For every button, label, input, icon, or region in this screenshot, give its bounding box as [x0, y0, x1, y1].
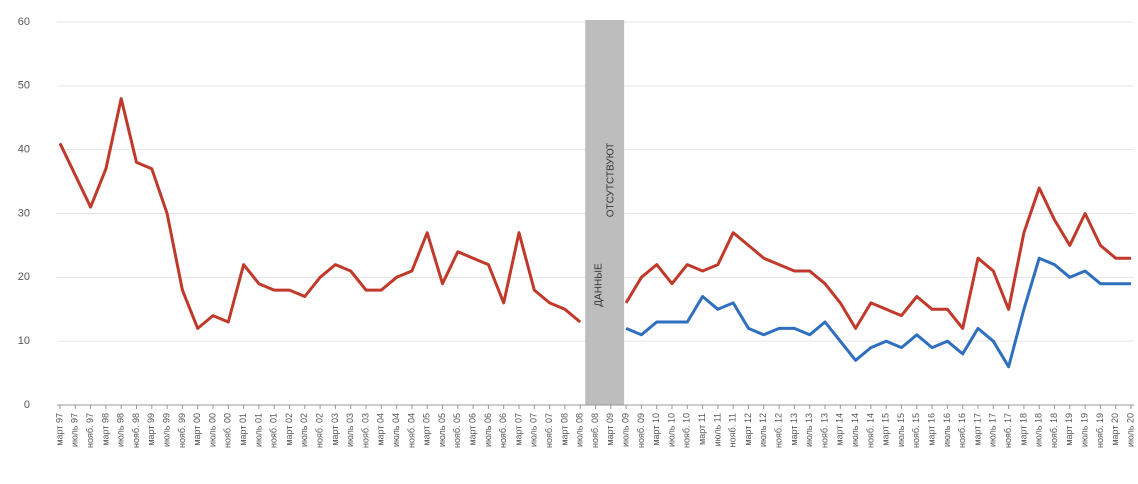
x-tick-label: июль 19: [1079, 413, 1089, 447]
x-tick-label: март 20: [1110, 413, 1120, 446]
y-tick-label: 40: [18, 144, 30, 156]
x-tick-label: нояб. 17: [1003, 413, 1013, 448]
series-line: [58, 97, 1131, 330]
y-tick-label: 0: [24, 399, 30, 411]
x-tick-label: март 15: [881, 413, 891, 446]
x-tick-label: июль 12: [758, 413, 768, 447]
x-tick-label: нояб. 13: [819, 413, 829, 448]
x-tick-label: март 08: [559, 413, 569, 446]
x-tick-label: март 09: [605, 413, 615, 446]
x-tick-label: март 11: [697, 413, 707, 445]
x-tick-label: март 16: [926, 413, 936, 446]
x-tick-label: июль 17: [988, 413, 998, 447]
x-tick-label: июль 06: [483, 413, 493, 447]
x-tick-label: март 04: [376, 413, 386, 446]
x-tick-label: март 05: [422, 413, 432, 446]
x-tick-label: март 01: [238, 413, 248, 446]
series-line: [625, 256, 1131, 369]
x-tick-label: июль 13: [804, 413, 814, 447]
x-tick-label: март 99: [146, 413, 156, 446]
x-tick-label: июль 01: [253, 413, 263, 447]
x-tick-label: июль 98: [116, 413, 126, 447]
x-tick-label: нояб. 07: [544, 413, 554, 448]
x-tick-label: март 02: [284, 413, 294, 446]
y-tick-label: 60: [18, 16, 30, 28]
x-tick-label: март 98: [100, 413, 110, 446]
x-tick-label: июль 14: [850, 413, 860, 447]
x-tick-label: июль 08: [575, 413, 585, 447]
y-tick-label: 10: [18, 335, 30, 347]
x-tick-label: нояб. 99: [177, 413, 187, 448]
y-tick-label: 20: [18, 271, 30, 283]
x-tick-label: нояб. 12: [773, 413, 783, 448]
x-tick-label: июль 04: [391, 413, 401, 447]
x-tick-label: июль 20: [1125, 413, 1135, 447]
x-tick-label: июль 11: [712, 413, 722, 446]
x-tick-label: июль 18: [1034, 413, 1044, 447]
y-tick-label: 50: [18, 80, 30, 92]
x-tick-label: март 13: [789, 413, 799, 446]
x-tick-label: нояб. 00: [223, 413, 233, 448]
x-tick-label: июль 99: [161, 413, 171, 447]
x-tick-label: нояб. 03: [360, 413, 370, 448]
x-tick-label: июль 10: [666, 413, 676, 447]
x-tick-label: март 03: [330, 413, 340, 446]
x-tick-label: нояб. 08: [590, 413, 600, 448]
x-tick-label: нояб. 14: [865, 413, 875, 448]
x-tick-label: март 00: [192, 413, 202, 446]
x-tick-label: нояб. 04: [406, 413, 416, 448]
x-tick-label: июль 97: [70, 413, 80, 447]
x-tick-label: нояб. 10: [682, 413, 692, 448]
x-tick-label: март 97: [54, 413, 64, 446]
x-tick-label: нояб. 09: [636, 413, 646, 448]
x-tick-label: март 07: [513, 413, 523, 446]
x-tick-label: июль 05: [437, 413, 447, 447]
x-tick-label: нояб. 02: [314, 413, 324, 448]
x-tick-label: нояб. 11: [728, 413, 738, 447]
x-tick-label: июль 09: [620, 413, 630, 447]
x-tick-label: нояб. 98: [131, 413, 141, 448]
x-tick-label: июль 00: [207, 413, 217, 447]
x-tick-label: июль 07: [529, 413, 539, 447]
x-tick-label: март 17: [972, 413, 982, 446]
annotation: ОТСУТСТВУЮТ: [605, 143, 616, 218]
x-tick-label: нояб. 19: [1095, 413, 1105, 448]
x-tick-label: март 18: [1018, 413, 1028, 446]
annotation: ДАННЫЕ: [593, 263, 604, 307]
x-tick-label: июль 16: [942, 413, 952, 447]
no-data-band: [585, 20, 625, 405]
x-tick-label: июль 15: [896, 413, 906, 447]
x-tick-label: нояб. 15: [911, 413, 921, 448]
x-tick-label: март 12: [743, 413, 753, 446]
x-tick-label: нояб. 18: [1049, 413, 1059, 448]
x-tick-label: нояб. 06: [498, 413, 508, 448]
x-tick-label: нояб. 16: [957, 413, 967, 448]
x-tick-label: март 06: [467, 413, 477, 446]
x-tick-label: нояб. 05: [452, 413, 462, 448]
x-tick-label: нояб. 97: [85, 413, 95, 448]
x-tick-label: март 19: [1064, 413, 1074, 446]
x-tick-label: июль 02: [299, 413, 309, 447]
y-tick-label: 30: [18, 207, 30, 219]
x-tick-label: нояб. 01: [269, 413, 279, 448]
x-tick-label: март 14: [835, 413, 845, 446]
x-tick-label: июль 03: [345, 413, 355, 447]
x-tick-label: март 10: [651, 413, 661, 446]
